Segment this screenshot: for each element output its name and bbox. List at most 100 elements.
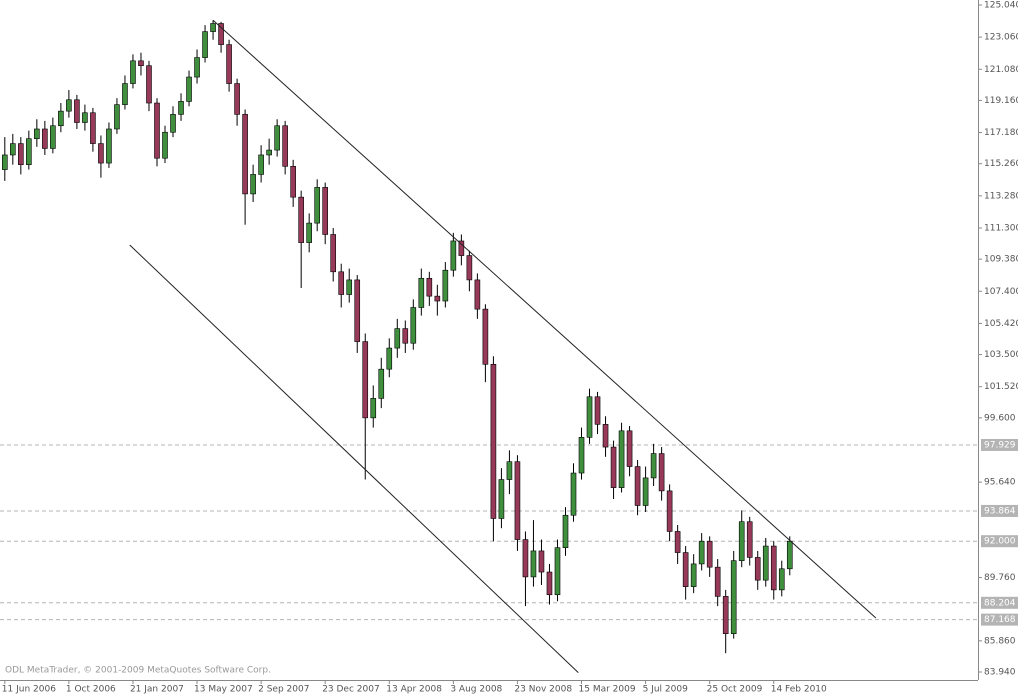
y-tick-label: 89.760 [984,573,1016,583]
candle-body [402,328,409,344]
candle-body [642,477,649,506]
x-tick-label: 11 Jun 2006 [2,685,56,695]
candle-body [530,550,537,578]
candle-body [434,295,441,302]
y-tick-label: 101.520 [984,382,1018,392]
candle-body [186,76,192,102]
candle-body [178,101,184,115]
candle-body [618,430,625,488]
y-tick-label: 121.080 [984,65,1018,75]
y-tick-label: 95.640 [984,478,1016,488]
candle-body [490,364,497,519]
candle-body [578,437,585,474]
candle-body [130,60,136,84]
hline-label: 88.204 [984,598,1016,608]
candle-body [610,446,617,488]
candle-body [482,308,489,365]
candle-body [26,138,32,165]
candle-body [10,143,16,156]
candle-body [194,57,200,78]
candle-body [258,154,264,175]
candle-body [698,540,705,565]
y-tick-label: 103.500 [984,350,1018,360]
candle-body [98,143,104,164]
candle-body [290,166,296,198]
candle-body [226,44,232,84]
candle-body [346,279,353,295]
candle-body [602,424,609,448]
candle-body [410,307,417,344]
candle-body [786,540,793,570]
candle-body [626,430,633,467]
hline-label-box [981,438,1018,451]
candle-body [770,545,777,591]
candle-body [690,563,697,587]
hline-label: 93.864 [984,506,1016,516]
x-tick-label: 5 Jul 2009 [643,685,688,695]
candle-body [42,128,48,149]
candle-body [170,114,176,133]
x-tick-label: 25 Oct 2009 [707,685,763,695]
hline-label: 87.168 [984,615,1016,625]
candle-body [50,125,56,149]
x-tick-label: 1 Oct 2006 [66,685,116,695]
x-tick-label: 21 Jan 2007 [130,685,184,695]
x-tick-label: 3 Aug 2008 [450,685,502,695]
y-tick-label: 85.860 [984,636,1016,646]
candle-body [74,99,80,123]
candle-body [778,568,785,591]
watermark: ODL MetaTrader, © 2001-2009 MetaQuotes S… [5,666,271,676]
x-tick-label: 23 Nov 2008 [514,685,572,695]
candle-body [314,187,320,224]
x-tick-label: 15 Mar 2009 [579,685,636,695]
candle-body [658,453,665,492]
candle-body [634,466,641,506]
candle-body [498,479,505,519]
candle-body [362,341,369,419]
candle-body [90,112,96,144]
candle-body [538,550,545,573]
candle-body [762,545,769,581]
y-tick-label: 99.600 [984,413,1016,423]
candle-body [250,174,256,195]
candle-body [146,65,152,104]
hline-label: 92.000 [984,537,1016,547]
candle-body [18,143,24,165]
candle-body [234,83,240,115]
trendline [212,19,877,619]
candle-body [162,131,168,159]
x-tick-label: 2 Sep 2007 [258,685,309,695]
y-tick-label: 119.160 [984,96,1018,106]
candle-body [154,102,160,159]
y-tick-label: 123.060 [984,33,1018,43]
candle-body [746,521,753,558]
candle-body [66,99,72,112]
x-tick-label: 23 Dec 2007 [322,685,380,695]
candle-body [666,490,673,532]
hline-label-box [981,535,1018,548]
candle-body [714,566,721,597]
candle-body [298,196,304,243]
candle-body [2,154,8,170]
y-tick-label: 105.420 [984,319,1018,329]
candle-body [562,514,569,548]
candle-body [266,149,272,156]
y-tick-label: 83.940 [984,668,1016,678]
candle-body [674,531,681,553]
candle-body [138,60,144,66]
candle-body [722,596,729,635]
candle-body [202,31,208,58]
candle-body [330,234,337,273]
candle-body [650,453,657,479]
candle-body [354,279,361,342]
candle-body [586,396,593,438]
candle-body [706,540,713,568]
hline-label-box [981,613,1018,626]
candle-body [546,571,553,596]
trendline [129,244,579,674]
candle-body [522,539,529,578]
candle-body [370,398,377,419]
candle-body [34,128,40,140]
